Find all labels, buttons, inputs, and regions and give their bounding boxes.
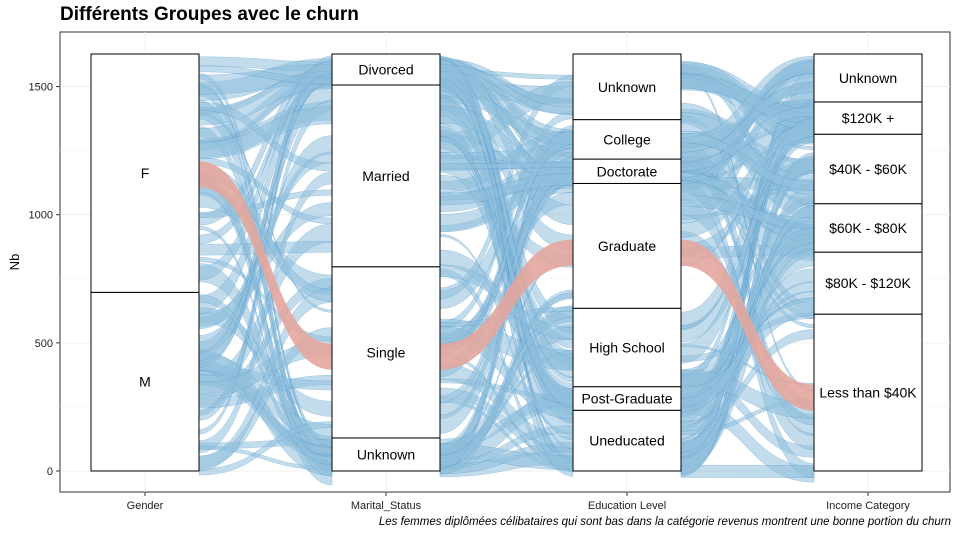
stratum-education-level-college bbox=[572, 119, 682, 160]
stratum-income-category-80k-120k bbox=[813, 251, 923, 315]
stratum-gender-m bbox=[90, 291, 200, 472]
stratum-income-category-less-than-40k bbox=[813, 313, 923, 472]
stratum-label: Unknown bbox=[357, 446, 415, 462]
chart-caption: Les femmes diplômées célibataires qui so… bbox=[378, 516, 951, 528]
highlight-flow bbox=[681, 239, 814, 411]
stratum-marital-status-single bbox=[331, 266, 441, 439]
stratum-gender-f bbox=[90, 53, 200, 293]
stratum-label: Uneducated bbox=[589, 433, 665, 449]
stratum-label: $120K + bbox=[842, 110, 895, 126]
stratum-label: Less than $40K bbox=[819, 385, 917, 401]
stratum-label: College bbox=[603, 131, 651, 147]
x-tick-label: Education Level bbox=[588, 500, 666, 512]
stratum-education-level-doctorate bbox=[572, 158, 682, 184]
y-tick-label: 0 bbox=[47, 466, 53, 478]
highlight-flow bbox=[199, 161, 332, 370]
stratum-marital-status-married bbox=[331, 84, 441, 268]
x-axis: Gender Marital_Status Education Level Incom… bbox=[127, 492, 910, 512]
stratum-income-category-60k-80k bbox=[813, 203, 923, 253]
flow-ribbon bbox=[439, 162, 574, 170]
flows bbox=[198, 55, 815, 486]
highlight-flow bbox=[440, 239, 573, 370]
x-tick-label: Gender bbox=[127, 500, 164, 512]
stratum-label: $80K - $120K bbox=[825, 275, 911, 291]
stratum-education-level-graduate bbox=[572, 182, 682, 309]
stratum-label: Unknown bbox=[839, 70, 897, 86]
stratum-label: Divorced bbox=[358, 62, 413, 78]
y-axis-label: Nb bbox=[7, 254, 22, 271]
stratum-label: $60K - $80K bbox=[829, 220, 907, 236]
stratum-label: Married bbox=[362, 168, 409, 184]
flow-ribbon bbox=[198, 170, 333, 477]
x-tick-label: Marital_Status bbox=[351, 500, 422, 512]
x-tick-label: Income Category bbox=[826, 500, 910, 512]
y-tick-label: 1500 bbox=[29, 82, 53, 94]
y-tick-label: 1000 bbox=[29, 210, 53, 222]
y-tick-label: 500 bbox=[35, 338, 53, 350]
stratum-label: F bbox=[141, 165, 150, 181]
stratum-label: Unknown bbox=[598, 79, 656, 95]
stratum-label: $40K - $60K bbox=[829, 161, 907, 177]
chart-title: Différents Groupes avec le churn bbox=[60, 4, 359, 25]
stratum-marital-status-unknown bbox=[331, 437, 441, 472]
stratum-income-category-unknown bbox=[813, 53, 923, 103]
stratum-label: M bbox=[139, 374, 151, 390]
stratum-income-category-120k bbox=[813, 101, 923, 135]
strata: M F Unknown Single Married Divorced Uneducated… bbox=[90, 53, 923, 472]
stratum-label: Single bbox=[367, 344, 406, 360]
y-axis: 0 500 1000 1500 bbox=[29, 82, 60, 478]
stratum-label: Post-Graduate bbox=[581, 390, 672, 406]
stratum-label: Graduate bbox=[598, 238, 657, 254]
stratum-label: High School bbox=[589, 339, 665, 355]
stratum-marital-status-divorced bbox=[331, 53, 441, 86]
stratum-education-level-uneducated bbox=[572, 409, 682, 472]
stratum-label: Doctorate bbox=[597, 163, 658, 179]
stratum-education-level-high-school bbox=[572, 307, 682, 388]
stratum-education-level-unknown bbox=[572, 53, 682, 121]
